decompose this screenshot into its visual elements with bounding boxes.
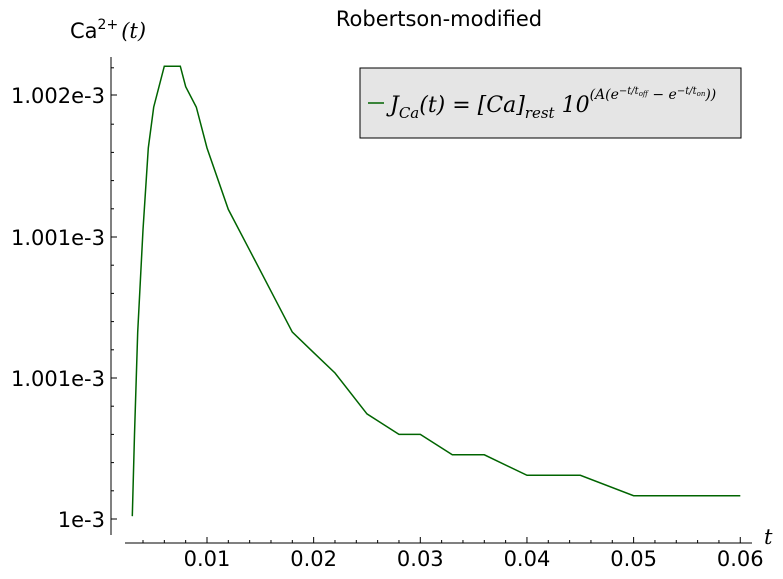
y-ticks: 1e-3 1.001e-3 1.001e-3 1.002e-3 [11,67,117,532]
x-tick-label: 0.05 [610,547,657,571]
legend-box [359,67,742,139]
x-axis-label: t [764,525,773,549]
y-axis-label: Ca2+ (t) [70,17,146,43]
x-tick-label: 0.04 [504,547,551,571]
chart-title: Robertson-modified [336,7,542,31]
y-tick-label: 1.001e-3 [11,367,105,391]
x-ticks: 0.01 0.02 0.03 0.04 0.05 0.06 [142,537,764,571]
legend: JCa(t) = [Ca]rest 10(A(e−t/toff − e−t/to… [359,67,742,139]
x-tick-label: 0.03 [397,547,444,571]
y-tick-label: 1e-3 [58,508,105,532]
y-tick-label: 1.001e-3 [11,226,105,250]
x-tick-label: 0.02 [290,547,337,571]
y-axis-label-sup: 2+ [98,17,119,33]
x-tick-label: 0.01 [184,547,231,571]
y-axis-label-arg: (t) [121,19,146,43]
y-axis-label-prefix: Ca [70,19,98,43]
series-line [131,65,741,517]
x-tick-label: 0.06 [717,547,764,571]
y-tick-label: 1.002e-3 [11,84,105,108]
